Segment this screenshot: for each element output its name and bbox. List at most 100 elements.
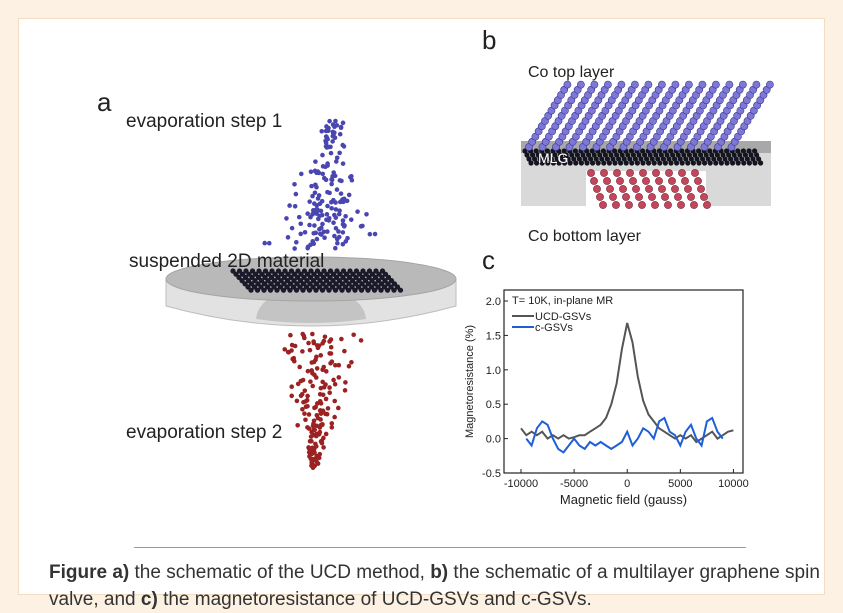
atom bbox=[320, 367, 325, 373]
atom bbox=[305, 403, 310, 409]
graphene-atom bbox=[683, 156, 689, 162]
atom bbox=[287, 203, 292, 208]
illustration bbox=[165, 80, 774, 471]
graphene-atom bbox=[582, 156, 588, 162]
graphene-atom bbox=[537, 156, 543, 162]
atom bbox=[300, 407, 305, 412]
graphene-atom bbox=[552, 152, 558, 158]
x-tick-label: -5000 bbox=[560, 478, 588, 490]
atom bbox=[342, 348, 347, 354]
divider bbox=[134, 547, 746, 548]
graphene-atom bbox=[662, 160, 669, 166]
graphene-atom bbox=[556, 160, 562, 166]
graphene-atom bbox=[688, 156, 695, 162]
y-tick-label: 0.0 bbox=[486, 434, 501, 446]
graphene-atom bbox=[606, 160, 613, 166]
atom bbox=[333, 207, 339, 212]
atom bbox=[312, 190, 318, 196]
graphene-atom bbox=[625, 152, 631, 158]
atom bbox=[331, 377, 336, 383]
atom bbox=[307, 199, 312, 204]
graphene-atom bbox=[677, 156, 683, 162]
graphene-atom bbox=[326, 287, 332, 293]
atom bbox=[313, 159, 318, 164]
atom bbox=[330, 174, 335, 179]
atom bbox=[332, 233, 337, 239]
graphene-atom bbox=[628, 148, 635, 154]
co-atom bbox=[600, 169, 608, 177]
co-atom bbox=[681, 177, 689, 185]
atom bbox=[289, 342, 295, 348]
atom bbox=[336, 211, 342, 217]
atom bbox=[339, 336, 344, 342]
graphene-atom bbox=[541, 152, 547, 158]
atom bbox=[330, 139, 335, 144]
atom bbox=[312, 405, 317, 411]
graphene-atom bbox=[384, 287, 391, 293]
graphene-atom bbox=[565, 156, 571, 162]
graphene-atom bbox=[604, 156, 611, 162]
atom bbox=[314, 236, 320, 242]
graphene-atom bbox=[649, 156, 655, 162]
co-atom bbox=[685, 80, 693, 89]
atom bbox=[331, 170, 336, 175]
co-atom bbox=[639, 169, 647, 177]
atom bbox=[309, 360, 315, 365]
atom bbox=[333, 159, 339, 164]
graphene-atom bbox=[629, 160, 635, 166]
atom bbox=[329, 205, 334, 211]
atom bbox=[292, 246, 297, 251]
graphene-atom bbox=[632, 156, 639, 162]
co-atom bbox=[671, 185, 679, 193]
atom bbox=[305, 244, 311, 250]
graphene-atom bbox=[657, 160, 663, 166]
atom bbox=[340, 161, 346, 166]
atom bbox=[334, 155, 340, 161]
atom bbox=[285, 235, 291, 240]
atom bbox=[340, 230, 346, 235]
graphene-atom bbox=[550, 160, 557, 166]
graphene-atom bbox=[686, 152, 693, 158]
atom bbox=[329, 425, 335, 430]
atom bbox=[320, 341, 325, 346]
atom bbox=[325, 229, 330, 234]
graphene-atom bbox=[707, 148, 713, 154]
graphene-atom bbox=[709, 152, 715, 158]
atom bbox=[305, 211, 310, 216]
graphene-atom bbox=[580, 152, 586, 158]
atom bbox=[311, 421, 316, 426]
co-atom bbox=[622, 193, 630, 201]
atom bbox=[311, 339, 316, 344]
atom bbox=[300, 349, 305, 354]
co-atom bbox=[563, 80, 572, 89]
graphene-atom bbox=[571, 156, 577, 162]
atom bbox=[303, 417, 308, 423]
atom bbox=[307, 222, 312, 228]
atom bbox=[308, 379, 313, 384]
co-atom bbox=[691, 169, 699, 177]
atom bbox=[321, 435, 326, 441]
atom bbox=[307, 347, 313, 353]
graphene-atom bbox=[640, 148, 646, 154]
atom bbox=[319, 212, 325, 218]
graphene-atom bbox=[724, 160, 730, 166]
graphene-atom bbox=[655, 156, 661, 162]
caption-text: the magnetoresistance of UCD-GSVs and c-… bbox=[157, 589, 592, 610]
atom bbox=[343, 213, 348, 219]
atom bbox=[349, 359, 354, 365]
co-atom bbox=[617, 80, 626, 89]
atom bbox=[351, 332, 356, 338]
co-atom bbox=[616, 177, 624, 185]
atom bbox=[317, 425, 323, 430]
atom bbox=[320, 408, 326, 414]
graphene-atom bbox=[666, 156, 672, 162]
caption: Figure a) the schematic of the UCD metho… bbox=[49, 559, 839, 613]
atom bbox=[328, 337, 334, 342]
graphene-atom bbox=[591, 152, 597, 158]
graphene-atom bbox=[735, 160, 741, 166]
atom bbox=[334, 187, 340, 192]
atom bbox=[298, 378, 304, 384]
atom bbox=[305, 368, 311, 374]
graphene-atom bbox=[651, 160, 657, 166]
card: a evaporation step 1 suspended 2D materi… bbox=[18, 18, 825, 610]
